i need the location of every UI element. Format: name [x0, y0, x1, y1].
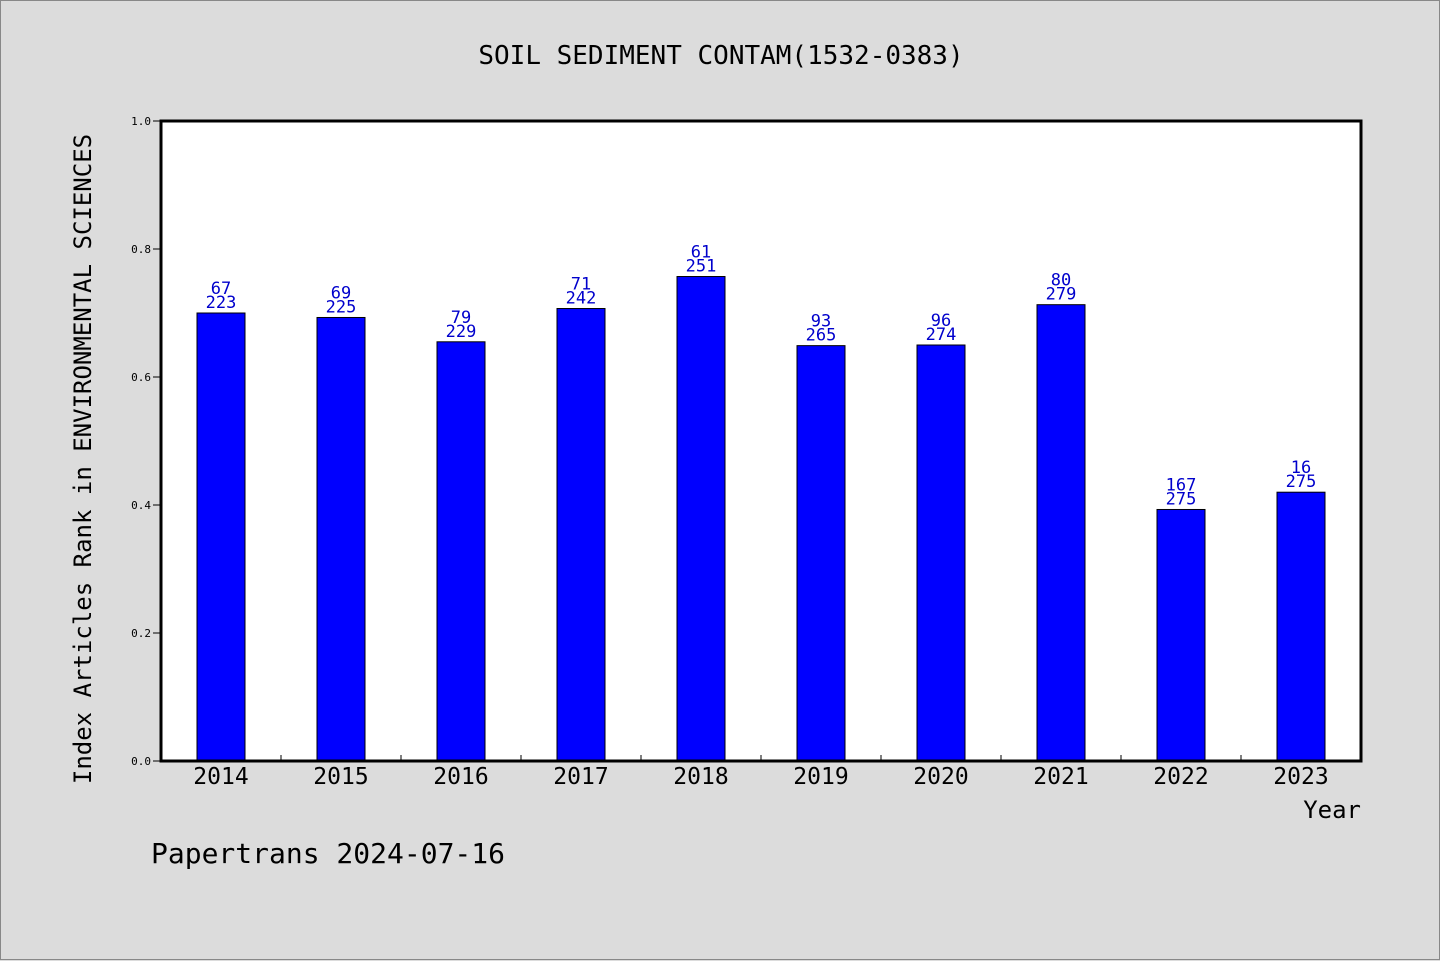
rank-label: 80	[1051, 271, 1071, 291]
x-tick-label: 2018	[673, 764, 728, 790]
bar-2015	[316, 316, 366, 762]
x-tick-label: 2019	[793, 764, 848, 790]
rank-label: 71	[571, 275, 591, 295]
rank-label: 167	[1166, 475, 1197, 495]
rank-label: 61	[691, 243, 711, 263]
rank-label: 79	[451, 308, 471, 328]
bar-2017	[556, 308, 606, 762]
x-tick-label: 2020	[913, 764, 968, 790]
y-tick-label: 0.0	[131, 755, 151, 768]
total-label: 251	[686, 257, 717, 277]
total-label: 223	[206, 293, 237, 313]
bar-2021	[1036, 304, 1086, 762]
rank-label: 96	[931, 311, 951, 331]
plot-border	[159, 119, 1363, 763]
x-tick-label: 2023	[1273, 764, 1328, 790]
bar-2014	[196, 312, 246, 762]
x-tick-label: 2022	[1153, 764, 1208, 790]
chart-title: SOIL SEDIMENT CONTAM(1532-0383)	[478, 41, 963, 71]
total-label: 274	[926, 325, 957, 345]
x-axis-ticks: 2014 2015 2016 2017 2018 2019 2020 2021 2022 2023	[193, 755, 1329, 790]
bar-2019	[796, 345, 846, 762]
bar-2016	[436, 341, 486, 762]
total-label: 275	[1286, 472, 1317, 492]
y-tick-label: 0.4	[131, 499, 151, 512]
bar-2020	[916, 344, 966, 762]
bars-group	[196, 276, 1326, 762]
bar-2018	[676, 276, 726, 762]
rank-label: 93	[811, 312, 831, 332]
rank-label: 69	[331, 283, 351, 303]
x-tick-label: 2017	[553, 764, 608, 790]
total-label: 265	[806, 326, 837, 346]
rank-label: 16	[1291, 458, 1311, 478]
total-label: 279	[1046, 285, 1077, 305]
y-tick-label: 0.6	[131, 371, 151, 384]
x-axis-label: Year	[1303, 796, 1361, 824]
total-label: 242	[566, 289, 597, 309]
rank-label: 67	[211, 279, 231, 299]
x-tick-label: 2014	[193, 764, 248, 790]
footer-credit: Papertrans 2024-07-16	[151, 837, 505, 870]
y-axis-label: Index Articles Rank in ENVIRONMENTAL SCI…	[69, 134, 97, 784]
y-tick-label: 0.2	[131, 627, 151, 640]
total-label: 225	[326, 297, 357, 317]
y-tick-label: 0.8	[131, 243, 151, 256]
bar-2023	[1276, 491, 1326, 762]
bar-2022	[1156, 508, 1206, 762]
x-tick-label: 2016	[433, 764, 488, 790]
x-tick-label: 2015	[313, 764, 368, 790]
total-label: 229	[446, 322, 477, 342]
x-tick-label: 2021	[1033, 764, 1088, 790]
total-label: 275	[1166, 489, 1197, 509]
y-axis-ticks: 0.0 0.2 0.4 0.6 0.8 1.0	[131, 115, 161, 768]
y-tick-label: 1.0	[131, 115, 151, 128]
